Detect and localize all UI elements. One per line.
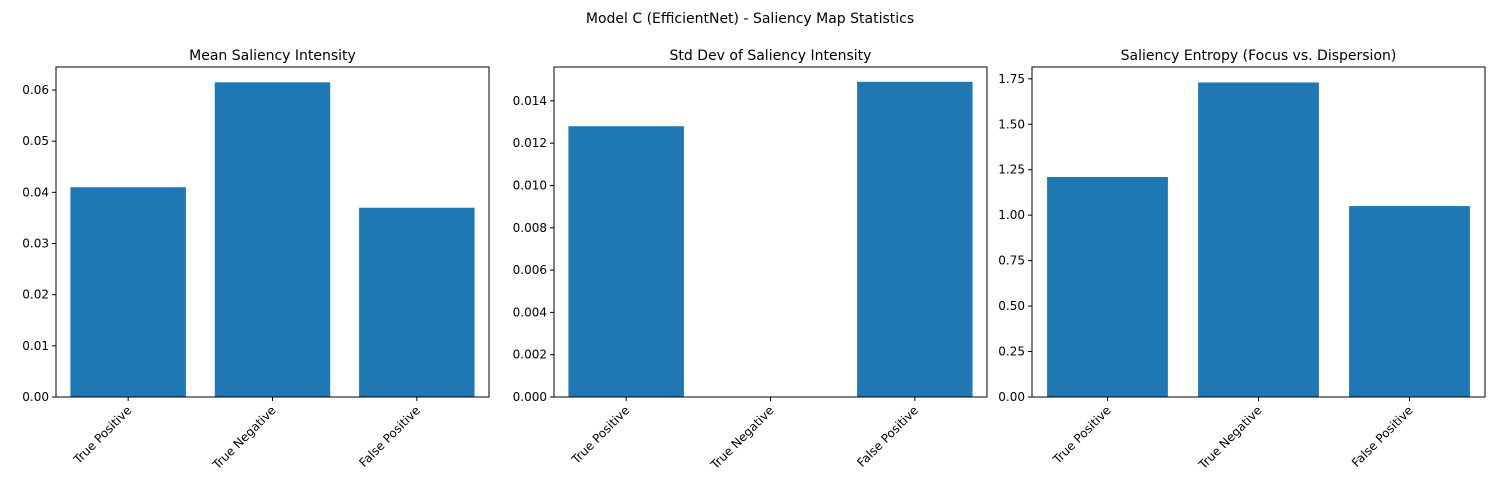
y-tick-label: 1.25 bbox=[998, 163, 1025, 177]
bar-true-negative bbox=[214, 82, 331, 397]
bar-true-positive bbox=[70, 187, 186, 397]
y-tick-label: 0.02 bbox=[22, 288, 49, 302]
bar-false-positive bbox=[1349, 206, 1470, 397]
x-tick-label: True Negative bbox=[707, 403, 776, 472]
x-tick-label: True Positive bbox=[70, 403, 134, 467]
y-tick-label: 1.00 bbox=[998, 208, 1025, 222]
x-tick-label: True Negative bbox=[1195, 403, 1264, 472]
x-tick-label: False Positive bbox=[854, 403, 921, 470]
chart-panel-1: 0.00 0.01 0.02 0.03 0.04 0.05 0.06 True Positiv… bbox=[22, 48, 490, 473]
y-tick-label: 0.00 bbox=[998, 390, 1025, 404]
bar-true-positive bbox=[1047, 177, 1168, 397]
bar-true-negative bbox=[1198, 82, 1319, 398]
y-tick-label: 0.00 bbox=[22, 390, 49, 404]
y-tick-label: 0.010 bbox=[513, 178, 547, 192]
y-tick-label: 0.50 bbox=[998, 299, 1025, 313]
chart-title: Mean Saliency Intensity bbox=[189, 48, 356, 64]
y-tick-label: 0.05 bbox=[22, 134, 49, 148]
x-tick-label: True Positive bbox=[1050, 403, 1114, 467]
y-tick-label: 0.06 bbox=[22, 83, 49, 97]
x-tick-label: False Positive bbox=[356, 403, 423, 470]
y-tick-label: 0.03 bbox=[22, 237, 49, 251]
y-tick-label: 0.014 bbox=[513, 94, 547, 108]
y-tick-label: 0.25 bbox=[998, 345, 1025, 359]
y-tick-label: 1.75 bbox=[998, 72, 1025, 86]
bar-false-positive bbox=[359, 207, 475, 397]
y-tick-label: 0.04 bbox=[22, 185, 49, 199]
y-tick-label: 0.004 bbox=[513, 305, 547, 319]
y-tick-label: 0.75 bbox=[998, 254, 1025, 268]
y-tick-label: 0.01 bbox=[22, 339, 49, 353]
x-tick-label: True Negative bbox=[209, 403, 278, 472]
y-tick-label: 0.006 bbox=[513, 263, 547, 277]
chart-title: Saliency Entropy (Focus vs. Dispersion) bbox=[1121, 48, 1397, 64]
y-tick-label: 0.000 bbox=[513, 390, 547, 404]
y-tick-label: 0.002 bbox=[513, 348, 547, 362]
y-tick-label: 0.008 bbox=[513, 221, 547, 235]
y-tick-label: 0.012 bbox=[513, 136, 547, 150]
bar-false-positive bbox=[857, 81, 973, 398]
chart-panel-3: 0.00 0.25 0.50 0.75 1.00 1.25 1.50 1.75 True Pos… bbox=[998, 48, 1486, 473]
chart-title: Std Dev of Saliency Intensity bbox=[670, 48, 872, 64]
x-tick-label: False Positive bbox=[1349, 403, 1416, 470]
x-tick-label: True Positive bbox=[568, 403, 632, 467]
bar-true-positive bbox=[568, 126, 684, 397]
y-tick-label: 1.50 bbox=[998, 117, 1025, 131]
chart-panel-2: 0.000 0.002 0.004 0.006 0.008 0.010 0.012 0.014… bbox=[513, 48, 988, 473]
figure-title: Model C (EfficientNet) - Saliency Map St… bbox=[586, 11, 914, 27]
